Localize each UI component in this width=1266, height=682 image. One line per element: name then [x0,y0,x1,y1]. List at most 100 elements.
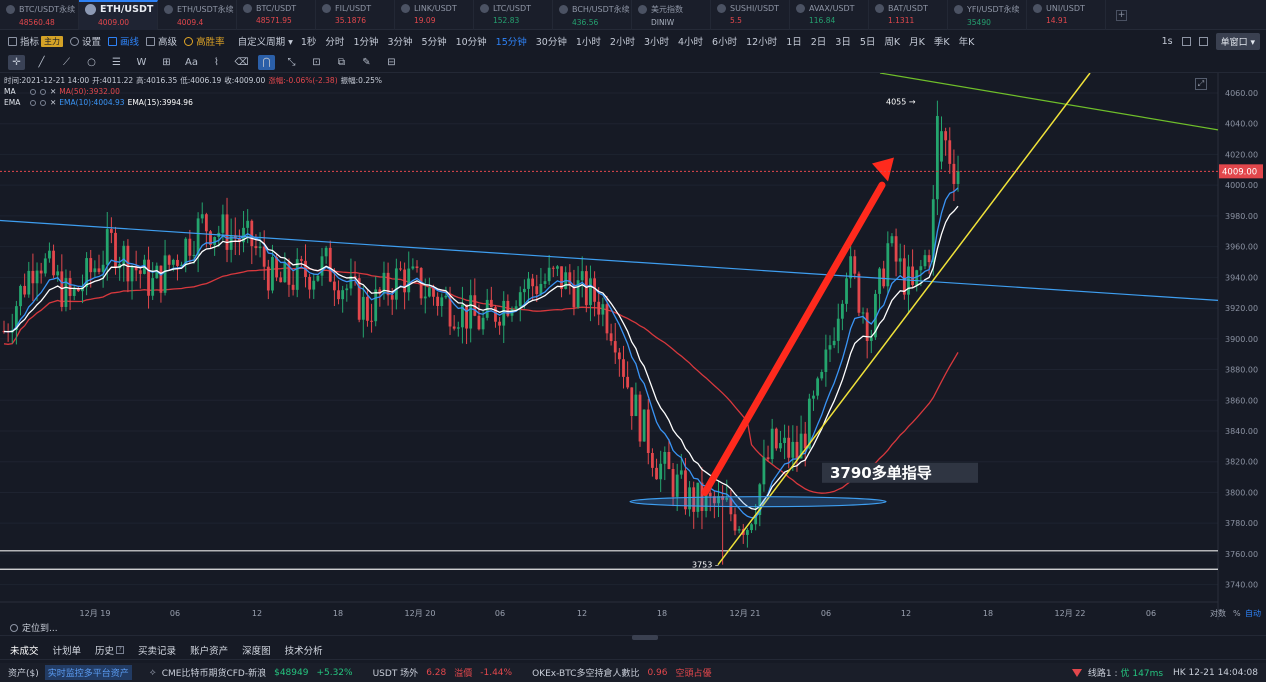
add-tab-button[interactable]: + [1116,10,1127,21]
symbol-tab[interactable]: SUSHI/USDT 5.5 [711,0,790,30]
bottom-tab[interactable]: 历史? [95,643,125,657]
interval-option[interactable]: 季K [933,37,950,48]
settings-button[interactable]: 设置 [70,34,101,48]
symbol-tab[interactable]: LINK/USDT 19.09 [395,0,474,30]
tab-price: 19.09 [414,16,436,25]
candle-body [134,266,138,271]
advanced-button[interactable]: 高级 [146,34,177,48]
circle-icon[interactable]: ○ [87,56,96,68]
candle-body [779,443,782,449]
bottom-tab[interactable]: 未成交 [10,645,39,657]
symbol-tab[interactable]: YFI/USDT永续 35490 [948,0,1027,30]
win-rate-button[interactable]: 高胜率 [184,34,225,48]
price-chart[interactable]: 3790多单指导 4055 → 3753 – 4009.00 3740.00 3760.0… [0,73,1266,620]
crosshair-icon[interactable]: ✛ [8,54,25,70]
line-icon[interactable]: ╱ [38,56,45,68]
bottom-tab[interactable]: 账户资产 [190,645,229,657]
interval-option[interactable]: 15分钟 [495,37,527,48]
interval-option[interactable]: 1分钟 [353,37,379,48]
interval-option[interactable]: 月K [909,37,925,48]
trash-icon[interactable]: ⊟ [387,56,396,68]
route-label[interactable]: 线路1 : [1087,669,1118,679]
interval-option[interactable]: 6小时 [712,37,738,48]
fullscreen-icon[interactable] [1181,37,1191,46]
monitor-assets-button[interactable]: 实时监控多平台资产 [44,665,132,680]
gear-icon[interactable] [40,99,46,106]
symbol-tab[interactable]: BAT/USDT 1.1311 [869,0,948,30]
candle-body [27,270,31,295]
interval-option[interactable]: 4小时 [678,37,704,48]
symbol-tab[interactable]: ETH/USDT 4009.00 [79,0,158,30]
tab-price: 35490 [967,18,991,27]
close-icon[interactable]: ✕ [50,87,57,96]
cme-label[interactable]: CME比特币期货CFD-新浪 [161,669,267,679]
candle-body [361,296,365,320]
chart-canvas[interactable]: 3790多单指导 4055 → 3753 – 4009.00 3740.00 3760.0… [0,73,1266,620]
locate-button[interactable]: 定位到... [22,624,58,634]
symbol-tab[interactable]: 美元指数 DINIW [632,0,711,30]
text-icon[interactable]: Aa [185,56,198,68]
magnet-icon[interactable]: ⋂ [258,54,275,70]
bottom-tab[interactable]: 计划单 [52,645,82,657]
tab-price: 14.91 [1046,16,1068,25]
symbol-tab[interactable]: ETH/USDT永续 4009.4 [158,0,237,30]
candle-body [576,280,580,308]
eye-icon[interactable] [30,99,36,106]
bottom-tab[interactable]: 深度图 [242,645,271,657]
bottom-tab[interactable]: 技术分析 [284,645,323,657]
candle-body [605,304,609,334]
interval-option[interactable]: 3分钟 [387,37,413,48]
interval-option[interactable]: 2小时 [609,37,635,48]
symbol-tab[interactable]: AVAX/USDT 116.84 [790,0,869,30]
draw-button[interactable]: 画线 [108,34,139,48]
interval-option[interactable]: 2日 [810,37,827,48]
candle-body [651,452,654,468]
interval-option[interactable]: 3小时 [643,37,669,48]
interval-option[interactable]: 5日 [859,37,876,48]
close-icon[interactable]: ✕ [50,98,57,107]
pitchfork-icon[interactable]: ⊞ [162,56,171,68]
interval-option[interactable]: 1小时 [575,37,601,48]
symbol-tab[interactable]: FIL/USDT 35.1876 [316,0,395,30]
screenshot-icon[interactable] [1198,37,1208,46]
interval-option[interactable]: 10分钟 [455,37,487,48]
symbol-tab[interactable]: BCH/USDT永续 436.56 [553,0,632,30]
interval-option[interactable]: 30分钟 [535,37,567,48]
symbol-tab[interactable]: BTC/USDT永续 48560.48 [0,0,79,30]
interval-option[interactable]: 12小时 [746,37,778,48]
eye-icon[interactable] [30,88,36,95]
coin-icon [401,4,410,13]
candle-body [316,275,320,281]
interval-option[interactable]: 周K [884,37,901,48]
interval-option[interactable]: 分时 [325,37,345,48]
measure-icon[interactable]: ⤡ [287,56,296,68]
symbol-tab[interactable]: BTC/USDT 48571.95 [237,0,316,30]
eraser-icon[interactable]: ⌫ [234,56,249,68]
lock-icon[interactable]: ⊡ [312,56,321,68]
interval-option[interactable]: 5分钟 [421,37,447,48]
copy-icon[interactable]: ⧉ [337,56,346,68]
interval-option[interactable]: 1秒 [300,37,317,48]
ruler-icon[interactable]: ⌇ [214,56,219,68]
horizontal-lines-icon[interactable]: ☰ [112,56,121,68]
bottom-tab[interactable]: 买卖记录 [138,645,177,657]
indicators-button[interactable]: 指标 主力 [8,34,64,48]
single-window-dropdown[interactable]: 单窗口 ▾ [1215,33,1260,50]
symbol-tab[interactable]: LTC/USDT 152.83 [474,0,553,30]
interval-option[interactable]: 3日 [835,37,851,48]
interval-option[interactable]: 1日 [786,37,802,48]
edit-icon[interactable]: ✎ [362,56,371,68]
ray-icon[interactable]: ⟋ [63,56,70,68]
gear-icon[interactable] [40,88,46,95]
wave-icon[interactable]: W [136,56,147,68]
candle-body [655,467,658,480]
collapse-icon[interactable]: ⤢ [1195,78,1207,90]
interval-option[interactable]: 年K [958,37,975,48]
candle-body [130,266,134,282]
symbol-tab[interactable]: UNI/USDT 14.91 [1027,0,1106,30]
custom-period-dropdown[interactable]: 自定义周期 ▾ [237,37,293,48]
candle-body [671,468,675,497]
panel-resize-handle[interactable] [632,635,658,640]
realtime-interval[interactable]: 1s [1161,36,1173,47]
